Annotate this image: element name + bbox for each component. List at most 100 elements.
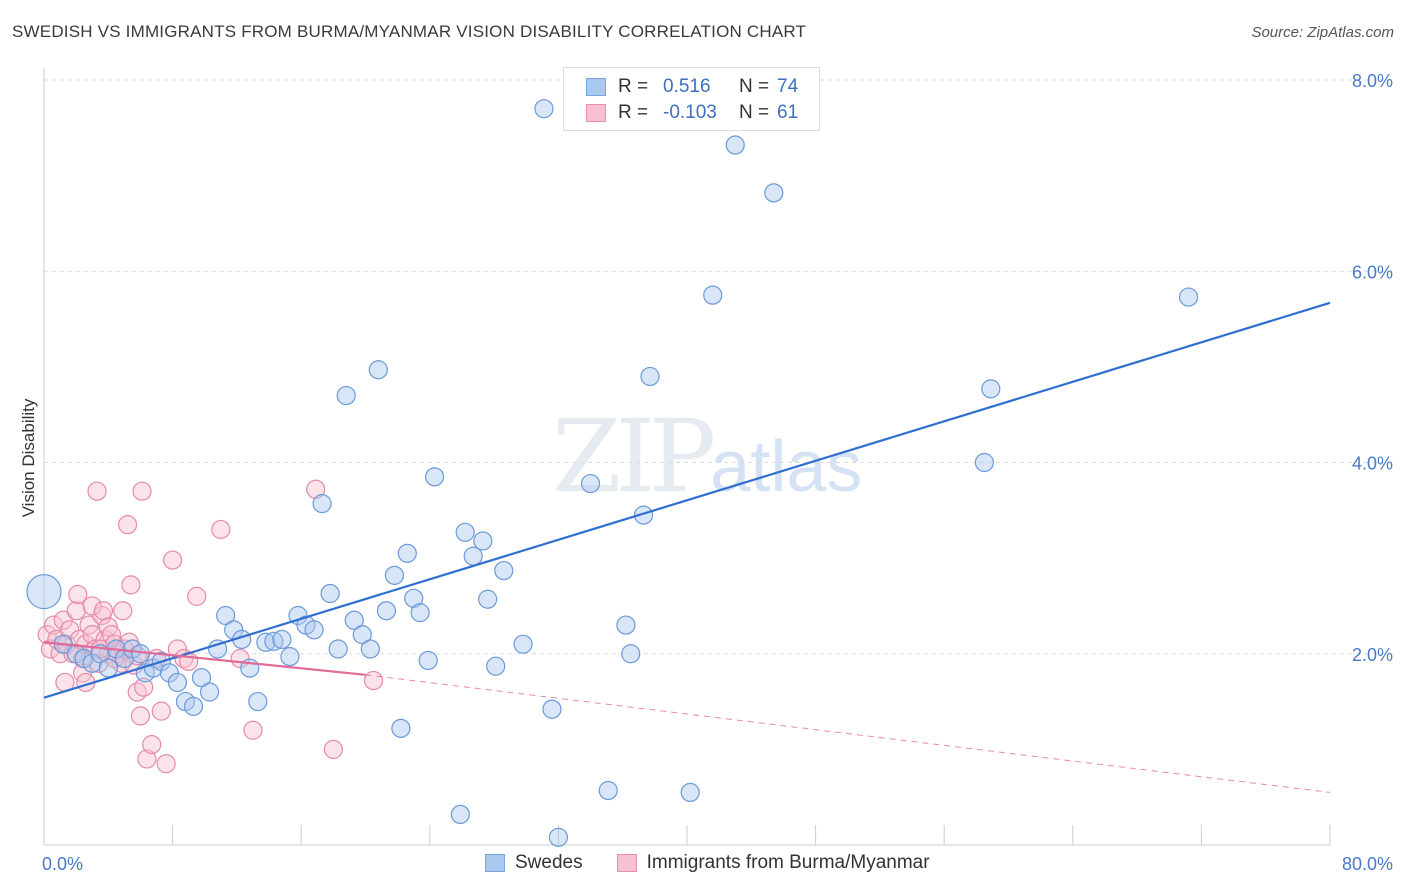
data-point	[397, 543, 417, 563]
data-point	[404, 588, 424, 608]
data-point	[26, 573, 62, 610]
data-point	[344, 610, 364, 630]
data-point	[368, 360, 388, 380]
data-point	[216, 605, 236, 626]
data-point	[494, 560, 514, 581]
x-tick-label: 0.0%	[42, 854, 83, 874]
legend-n-value: 74	[777, 76, 799, 97]
gridlines	[44, 79, 1392, 655]
data-point	[360, 639, 380, 659]
data-point	[363, 670, 384, 691]
data-point	[478, 589, 498, 609]
data-point	[391, 718, 411, 738]
data-point	[542, 699, 562, 719]
data-point	[764, 183, 784, 203]
chart-title: SWEDISH VS IMMIGRANTS FROM BURMA/MYANMAR…	[12, 22, 807, 41]
data-point	[87, 481, 107, 501]
data-point	[183, 696, 204, 716]
data-point	[463, 546, 483, 566]
legend-label-burma: Immigrants from Burma/Myanmar	[646, 852, 930, 873]
data-point	[473, 531, 493, 551]
data-point	[211, 519, 231, 540]
data-point	[167, 672, 188, 693]
data-point	[384, 565, 405, 585]
data-point	[323, 739, 343, 759]
watermark-zip: ZIP	[552, 398, 716, 515]
y-tick-label: 2.0%	[1352, 645, 1393, 665]
data-point	[680, 782, 700, 803]
data-point	[513, 634, 533, 654]
watermark: ZIPatlas	[552, 398, 862, 515]
y-tick-label: 4.0%	[1352, 454, 1393, 474]
data-point	[418, 650, 438, 671]
data-point	[450, 804, 470, 825]
data-point	[328, 639, 348, 659]
data-point	[410, 603, 430, 623]
legend-item-burma[interactable]: Immigrants from Burma/Myanmar	[616, 852, 930, 874]
data-point	[486, 656, 506, 676]
axis-labels: 2.0% 4.0% 6.0% 8.0% 0.0% 80.0% Vision Disabili…	[19, 71, 1393, 874]
legend-swatch-burma	[586, 104, 606, 122]
data-point	[376, 601, 396, 621]
data-point	[981, 379, 1001, 399]
legend-r-label: R =	[618, 102, 649, 123]
data-point	[208, 639, 228, 659]
legend-r-label: R =	[618, 76, 649, 97]
data-point	[93, 601, 114, 621]
data-point	[68, 584, 88, 605]
data-point	[633, 505, 654, 525]
trend-line-burma-extension	[365, 674, 1331, 793]
legend-row-burma: R = -0.103 N = 61	[586, 101, 798, 125]
data-point	[616, 615, 636, 635]
legend-swatch-swedes	[586, 78, 606, 96]
data-point	[280, 647, 300, 667]
data-point	[725, 135, 745, 155]
axes	[43, 68, 1331, 846]
data-point	[455, 522, 475, 542]
data-point	[98, 658, 118, 678]
data-point	[304, 620, 324, 640]
data-point	[134, 677, 154, 697]
data-point	[53, 610, 73, 630]
data-point	[66, 601, 86, 621]
legend-n-value: 61	[777, 102, 799, 123]
legend-row-swedes: R = 0.516 N = 74	[586, 75, 798, 99]
data-point	[336, 385, 356, 406]
data-point	[640, 366, 660, 387]
data-point	[264, 631, 284, 651]
data-point	[159, 663, 179, 683]
legend-n-label: N =	[739, 76, 770, 97]
data-point	[151, 701, 171, 721]
trend-line-burma	[43, 641, 366, 676]
trend-line-swedes	[43, 301, 1331, 699]
legend-item-swedes[interactable]: Swedes	[485, 852, 583, 874]
data-point	[352, 625, 372, 645]
data-point	[163, 550, 183, 570]
legend-swatch-burma	[616, 854, 637, 872]
data-point	[703, 285, 723, 305]
data-point	[243, 720, 263, 740]
y-tick-label: 8.0%	[1352, 71, 1393, 91]
data-point	[974, 452, 994, 473]
chart-source: Source: ZipAtlas.com	[1251, 24, 1394, 41]
data-point	[191, 668, 212, 688]
correlation-legend: R = 0.516 N = 74 R = -0.103 N = 61	[563, 67, 820, 131]
data-point	[272, 629, 292, 650]
data-point	[82, 625, 102, 645]
data-point	[621, 644, 641, 664]
data-point	[425, 467, 445, 487]
x-tick-label: 80.0%	[1342, 854, 1393, 874]
data-point	[113, 601, 133, 621]
data-point	[256, 632, 276, 652]
data-point	[142, 734, 162, 755]
data-point	[598, 780, 618, 801]
data-point	[580, 473, 601, 494]
data-point	[132, 481, 152, 501]
legend-label-swedes: Swedes	[515, 852, 583, 873]
data-point	[167, 639, 188, 659]
legend-r-value: 0.516	[663, 76, 711, 97]
data-points	[26, 99, 1199, 847]
data-point	[320, 583, 340, 604]
data-point	[137, 749, 157, 769]
